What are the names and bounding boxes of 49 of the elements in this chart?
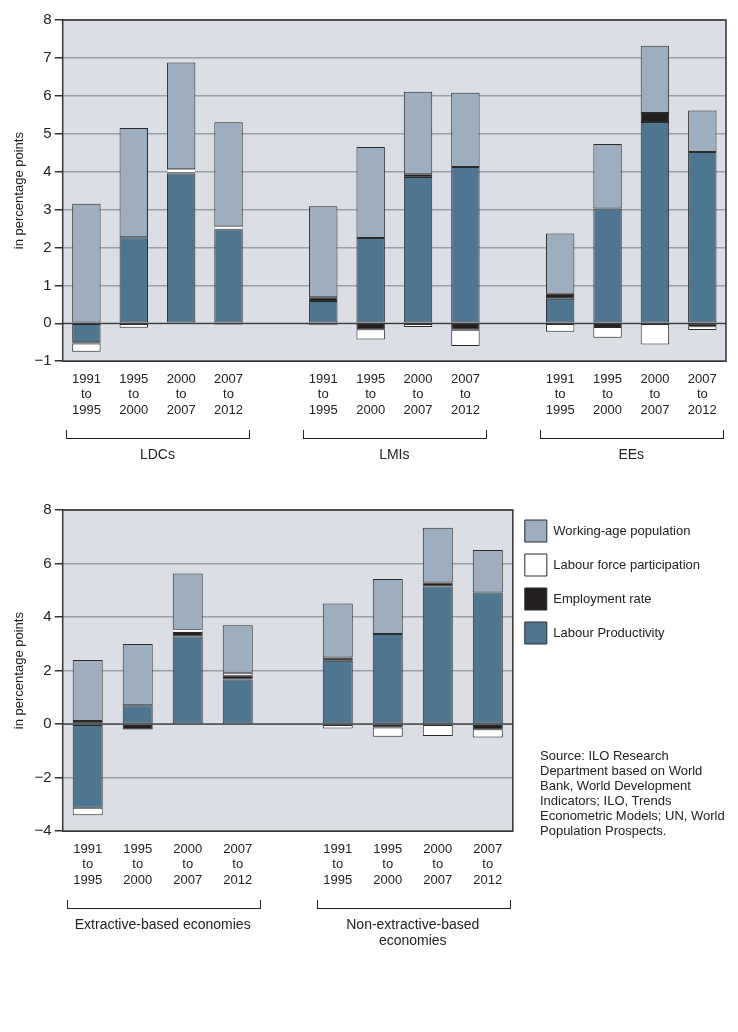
y-tick-label: −4 [34,821,52,839]
y-tick-label: 4 [43,161,52,179]
y-tick-label: 0 [43,714,52,732]
text: EEs [617,446,646,462]
x-tick-label: 2000 to 2007 [166,370,196,417]
y-tick-label: −2 [34,767,52,785]
y-tick-label: 2 [43,660,52,678]
y-tick-label: 6 [43,85,52,103]
y-axis-title: in percentage points [11,131,27,250]
x-tick-label: 2007 to 2012 [450,370,480,417]
legend-label: Working-age population [553,522,691,538]
x-tick-label: 2007 to 2012 [687,370,717,417]
y-tick-label: −1 [34,351,52,369]
x-tick-label: 2000 to 2007 [403,370,433,417]
x-tick-label: 1991 to 1995 [545,370,575,417]
x-tick-label: 2007 to 2012 [223,840,253,887]
y-tick-label: 2 [43,237,52,255]
text: LDCs [138,446,176,462]
y-tick-label: 8 [43,500,52,518]
x-tick-label: 1991 to 1995 [71,370,101,417]
x-tick-label: 1995 to 2000 [356,370,386,417]
y-tick-label: 3 [43,199,52,217]
x-tick-label: 2007 to 2012 [214,370,243,417]
y-tick-label: 6 [43,553,52,571]
legend-label: Labour force participation [553,556,700,572]
x-tick-label: 1995 to 2000 [119,370,149,417]
x-tick-label: 1995 to 2000 [593,370,623,417]
x-tick-label: 2000 to 2007 [640,370,670,417]
x-tick-label: 2007 to 2012 [473,840,503,887]
y-tick-label: 8 [43,10,52,28]
x-tick-label: 1991 to 1995 [308,370,338,417]
x-tick-label: 1995 to 2000 [373,840,403,887]
y-axis-title: in percentage points [11,611,27,730]
legend-label: Employment rate [553,590,652,606]
text: Non-extractive-based economies [345,916,481,948]
text: LMIs [378,446,411,462]
y-tick-label: 1 [43,275,52,293]
x-tick-label: 2000 to 2007 [173,840,203,887]
y-tick-label: 5 [43,123,52,141]
x-tick-label: 1995 to 2000 [123,840,153,887]
text: Extractive-based economies [73,916,252,932]
y-tick-label: 7 [43,48,52,66]
x-tick-label: 1991 to 1995 [323,840,353,887]
source-note: Source: ILO Research Department based on World Bank, World Development Indicators; ILO, Trends Econometric Models; UN, World Population Prospects. [540,748,725,838]
y-tick-label: 0 [43,313,52,331]
x-tick-label: 2000 to 2007 [423,840,453,887]
legend-label: Labour Productivity [553,624,666,640]
x-tick-label: 1991 to 1995 [73,840,103,887]
y-tick-label: 4 [43,607,52,625]
